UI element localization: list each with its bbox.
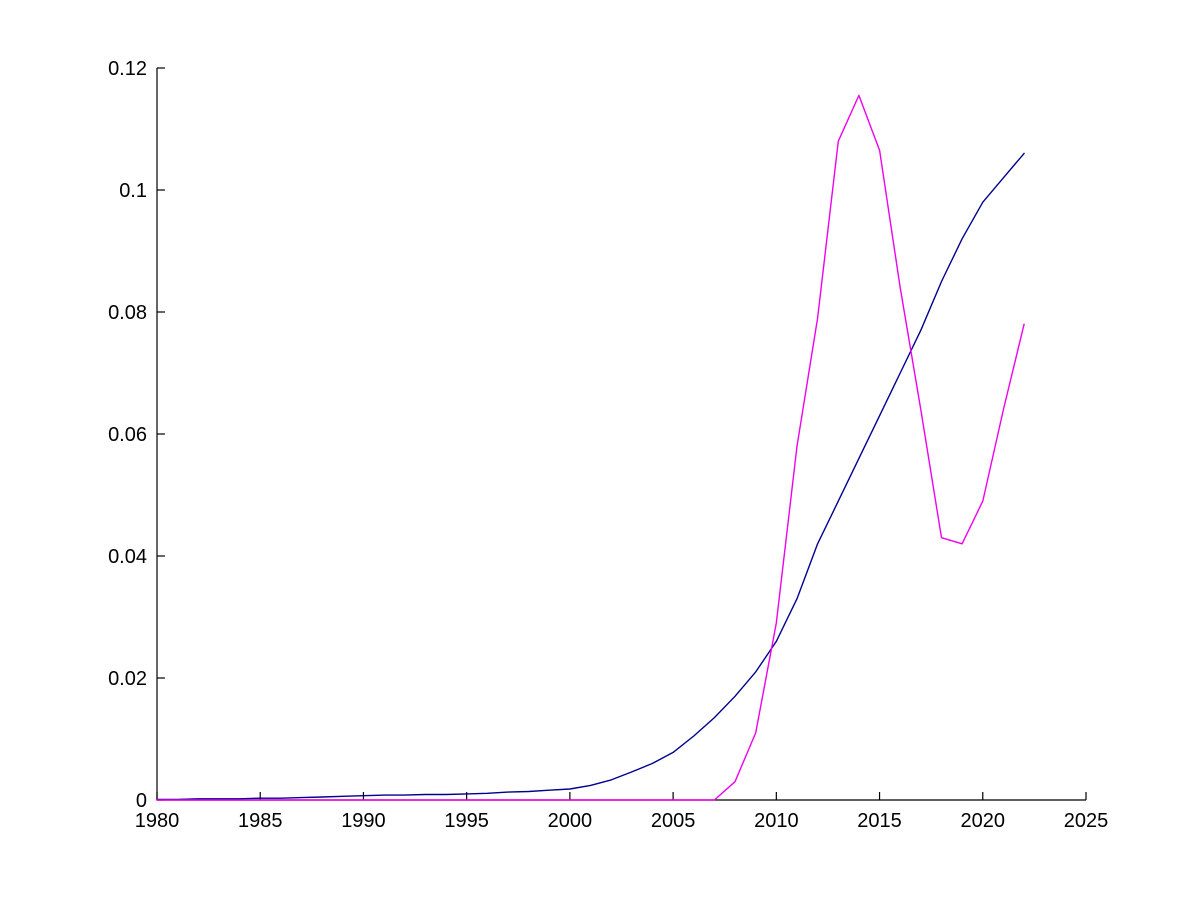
x-tick-label: 2005 bbox=[651, 810, 696, 832]
x-tick-label: 2010 bbox=[754, 810, 799, 832]
y-tick-label: 0.02 bbox=[108, 668, 147, 690]
y-tick-label: 0.06 bbox=[108, 424, 147, 446]
x-tick-label: 1990 bbox=[341, 810, 386, 832]
x-tick-label: 1980 bbox=[135, 810, 180, 832]
x-tick-label: 2000 bbox=[548, 810, 593, 832]
y-tick-label: 0.04 bbox=[108, 546, 147, 568]
x-tick-label: 1985 bbox=[238, 810, 283, 832]
x-tick-label: 1995 bbox=[444, 810, 489, 832]
y-tick-label: 0.1 bbox=[119, 180, 147, 202]
x-tick-label: 2025 bbox=[1064, 810, 1109, 832]
y-tick-label: 0.08 bbox=[108, 302, 147, 324]
x-tick-label: 2020 bbox=[961, 810, 1006, 832]
y-tick-label: 0.12 bbox=[108, 58, 147, 80]
magenta-spike-curve-line bbox=[156, 94, 1025, 801]
axis-spines bbox=[156, 68, 1086, 801]
x-tick-label: 2015 bbox=[857, 810, 902, 832]
blue-smooth-s-curve-line bbox=[156, 152, 1025, 801]
y-tick-label: 0 bbox=[136, 790, 147, 812]
